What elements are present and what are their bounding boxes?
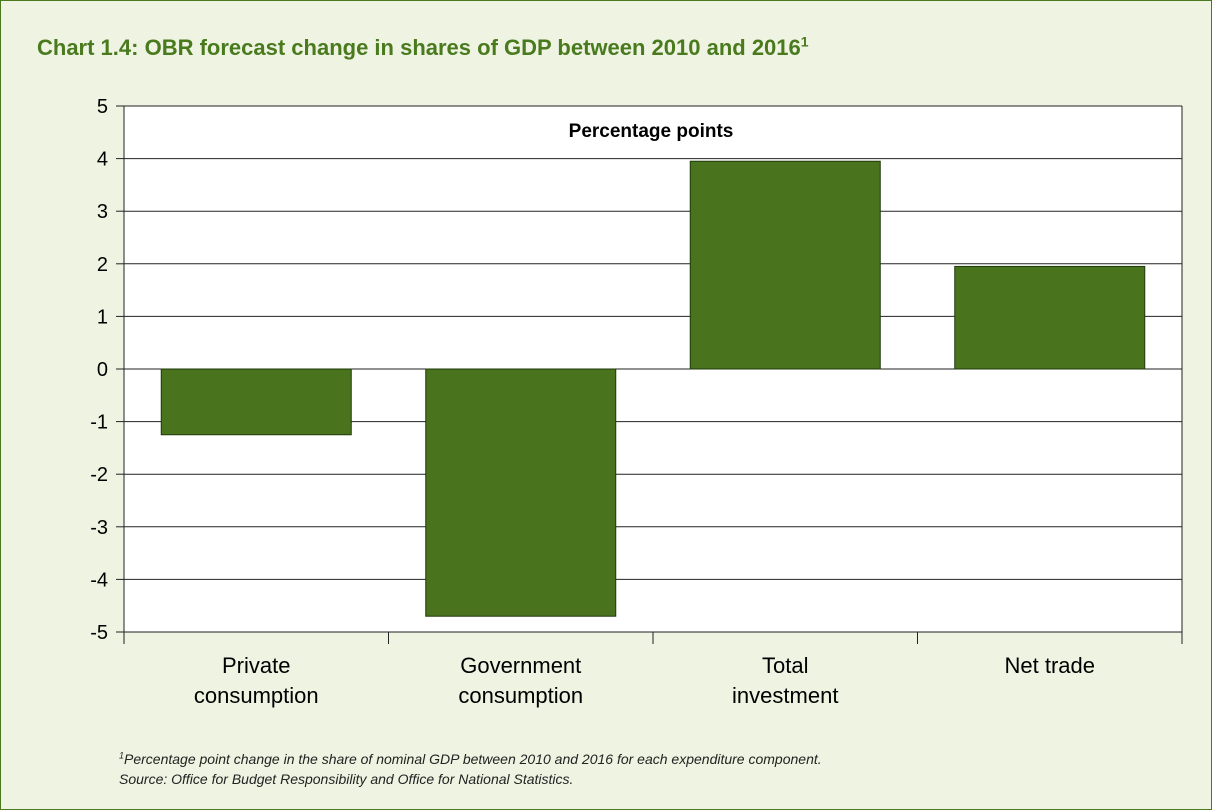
bars: [160, 160, 1146, 617]
y-tick-label: -4: [90, 569, 108, 591]
bar: [954, 265, 1146, 370]
footnote-marker: 1: [119, 750, 125, 761]
footnote-text: Percentage point change in the share of …: [124, 751, 822, 767]
x-tick-label: investment: [732, 683, 838, 708]
x-tick-label: consumption: [458, 683, 583, 708]
bar: [689, 160, 881, 370]
footnote-line-1: 1Percentage point change in the share of…: [119, 749, 822, 769]
y-tick-label: -3: [90, 517, 108, 539]
y-tick-label: -5: [90, 622, 108, 644]
axis-labels: 5 4 3 2 1 0 -1 -2 -3 -4 -5 Private consumption Govern…: [90, 96, 1095, 708]
bar: [425, 368, 617, 617]
x-tick-label: Private: [222, 653, 290, 678]
y-tick-label: 2: [97, 254, 108, 276]
y-tick-label: 5: [97, 96, 108, 118]
y-tick-label: 4: [97, 149, 108, 171]
title-footnote-marker: 1: [800, 33, 809, 50]
chart-title: Chart 1.4: OBR forecast change in shares…: [37, 35, 809, 61]
footnote-source: Source: Office for Budget Responsibility…: [119, 771, 574, 787]
bar-chart: 5 4 3 2 1 0 -1 -2 -3 -4 -5 Private consumption Govern…: [90, 96, 1183, 708]
y-tick-label: -2: [90, 464, 108, 486]
chart-title-text: Chart 1.4: OBR forecast change in shares…: [37, 35, 801, 60]
x-tick-label: Net trade: [1005, 653, 1096, 678]
y-tick-label: 3: [97, 201, 108, 223]
axes: [116, 105, 1183, 644]
y-tick-label: -1: [90, 412, 108, 434]
x-tick-label: Total: [762, 653, 808, 678]
y-tick-label: 1: [97, 306, 108, 328]
x-tick-label: Government: [460, 653, 581, 678]
footnote: 1Percentage point change in the share of…: [119, 749, 822, 789]
y-tick-label: 0: [97, 359, 108, 381]
x-tick-label: consumption: [194, 683, 319, 708]
bar: [160, 368, 352, 436]
y-axis-unit-label: Percentage points: [569, 121, 734, 142]
